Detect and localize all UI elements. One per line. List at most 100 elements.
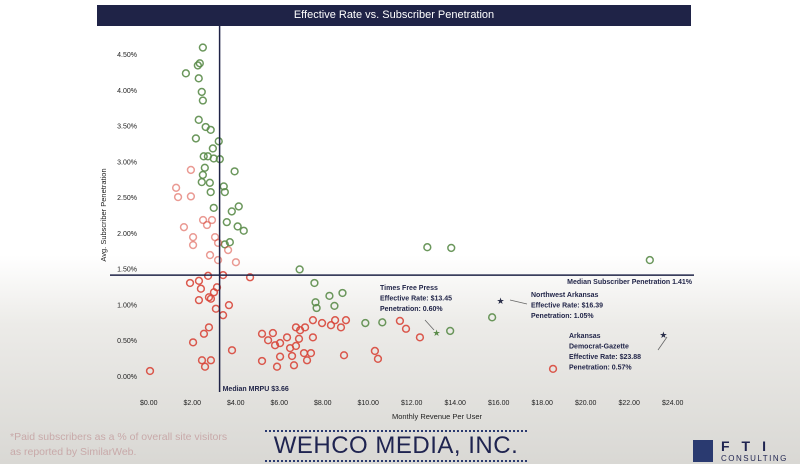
footnote: *Paid subscribers as a % of overall site…: [10, 430, 227, 460]
data-point: [230, 167, 239, 176]
annotation-text: Penetration: 1.05%: [531, 313, 594, 320]
data-point: [370, 346, 380, 356]
data-point: [194, 296, 204, 305]
data-point: [234, 202, 243, 211]
star-marker: ★: [496, 296, 504, 306]
data-point: [245, 273, 255, 282]
data-point: [227, 207, 236, 216]
data-point: [299, 348, 309, 358]
data-point: [308, 333, 318, 342]
data-point: [300, 323, 310, 332]
data-point: [275, 338, 285, 348]
y-tick-label: 3.00%: [117, 159, 137, 166]
data-point: [206, 125, 215, 134]
annotation-leader: [424, 319, 435, 331]
data-point: [312, 303, 321, 313]
data-point: [233, 222, 242, 231]
data-point: [197, 177, 206, 187]
scatter-chart: 0.00% 0.50% 1.00% 1.50% 2.00% 2.50% 3.00% 3.50%…: [99, 26, 694, 421]
data-point: [218, 311, 228, 320]
y-tick-label: 0.00%: [117, 374, 137, 381]
data-point: [193, 61, 203, 70]
data-point: [645, 255, 654, 265]
data-point: [295, 265, 304, 274]
data-point: [194, 276, 204, 285]
data-point: [222, 218, 231, 227]
x-tick-label: $2.00: [184, 400, 202, 407]
y-tick-label: 4.00%: [117, 88, 137, 95]
annotation-text: Penetration: 0.57%: [569, 365, 632, 372]
data-point: [207, 215, 217, 225]
data-point: [198, 215, 208, 225]
fti-pillar-icon: [693, 440, 713, 462]
data-point: [338, 288, 347, 298]
data-point: [275, 352, 285, 361]
data-point: [194, 74, 203, 83]
footnote-line-2: as reported by SimilarWeb.: [10, 446, 137, 458]
data-point: [191, 134, 201, 143]
footnote-line-1: *Paid subscribers as a % of overall site…: [10, 431, 228, 443]
data-point: [223, 245, 233, 255]
data-point: [220, 187, 229, 197]
data-point: [291, 341, 301, 351]
data-point: [181, 69, 191, 78]
data-point: [361, 318, 370, 328]
data-point: [231, 258, 241, 267]
x-tick-label: $4.00: [227, 400, 245, 407]
data-point: [185, 278, 195, 288]
data-point: [272, 362, 282, 371]
annotation-text: Effective Rate: $16.39: [531, 303, 603, 310]
data-point: [179, 223, 189, 232]
data-point: [224, 301, 234, 310]
data-point: [326, 321, 336, 330]
data-point: [415, 333, 425, 342]
data-point: [195, 59, 204, 68]
y-axis-label: Avg. Subscriber Penetration: [99, 168, 108, 261]
annotation-text: Northwest Arkansas: [531, 292, 599, 299]
data-point: [336, 323, 346, 332]
y-tick-label: 1.00%: [117, 302, 137, 309]
data-point: [205, 178, 214, 187]
data-point: [200, 362, 210, 371]
y-tick-label: 0.50%: [117, 338, 137, 345]
x-tick-label: $0.00: [140, 400, 158, 407]
data-point: [257, 329, 267, 338]
data-point: [209, 203, 218, 212]
data-point: [188, 240, 198, 250]
data-point: [310, 278, 319, 288]
data-point: [339, 351, 349, 360]
star-marker: ★: [659, 330, 667, 340]
x-tick-label: $20.00: [575, 400, 597, 407]
data-point: [198, 170, 208, 180]
x-tick-label: $12.00: [401, 400, 423, 407]
data-point: [263, 336, 273, 345]
annotation-leader: [657, 336, 668, 351]
annotation-text: Penetration: 0.60%: [380, 306, 443, 313]
data-point: [423, 243, 432, 252]
data-point: [197, 87, 206, 97]
y-tick-label: 4.50%: [117, 52, 137, 59]
annotation-text: Arkansas: [569, 333, 601, 340]
data-point: [171, 183, 181, 192]
data-point: [211, 304, 221, 313]
data-point: [311, 298, 320, 307]
data-point: [214, 137, 223, 146]
data-point: [206, 294, 216, 303]
fti-logo: FTI CONSULTING: [693, 438, 800, 464]
x-tick-label: $8.00: [314, 400, 332, 407]
x-tick-label: $6.00: [271, 400, 289, 407]
data-point: [257, 356, 267, 366]
data-point: [325, 291, 334, 301]
data-point: [204, 323, 214, 332]
median-mrpu-label: Median MRPU $3.66: [223, 386, 289, 393]
fti-consulting: CONSULTING: [721, 454, 788, 463]
data-point: [198, 96, 208, 105]
data-point: [227, 346, 237, 355]
data-point: [282, 333, 292, 342]
data-point: [209, 288, 219, 297]
data-point: [145, 366, 155, 376]
data-point: [197, 356, 207, 365]
fti-letters: FTI: [721, 438, 778, 454]
y-tick-label: 3.50%: [117, 124, 137, 131]
x-tick-label: $22.00: [619, 400, 641, 407]
